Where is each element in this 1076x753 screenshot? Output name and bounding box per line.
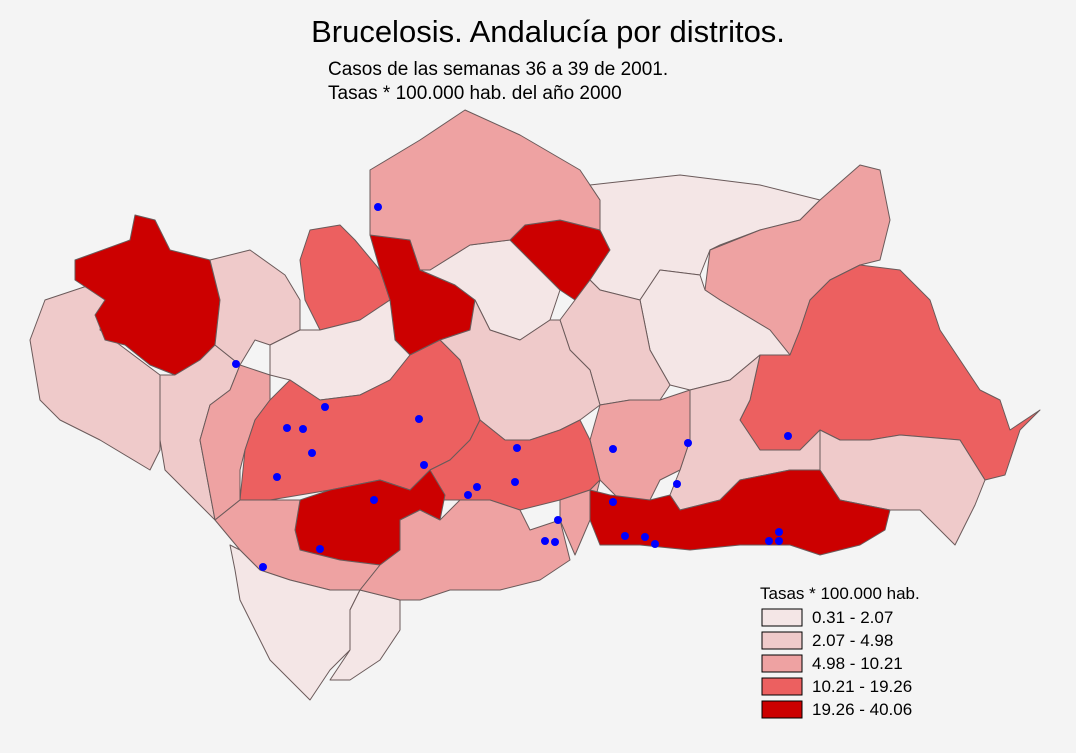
case-dot [308, 449, 316, 457]
legend-swatch [761, 700, 803, 719]
title: Brucelosis. Andalucía por distritos. [311, 14, 785, 49]
case-dot [765, 537, 773, 545]
legend-label: 2.07 - 4.98 [812, 631, 893, 650]
case-dot [784, 432, 792, 440]
case-dot [651, 540, 659, 548]
districts [29, 109, 1041, 701]
legend-label: 10.21 - 19.26 [812, 677, 912, 696]
legend-label: 4.98 - 10.21 [812, 654, 903, 673]
case-dot [299, 425, 307, 433]
subtitle: Tasas * 100.000 hab. del año 2000 [328, 83, 622, 104]
case-dot [511, 478, 519, 486]
case-dot [775, 528, 783, 536]
case-dot [321, 403, 329, 411]
case-dot [473, 483, 481, 491]
case-dot [621, 532, 629, 540]
case-dot [554, 516, 562, 524]
district [359, 499, 571, 601]
case-dot [513, 444, 521, 452]
case-dot [641, 533, 649, 541]
legend-swatch [761, 631, 803, 650]
case-dot [370, 496, 378, 504]
legend-swatch [761, 677, 803, 696]
district [229, 544, 361, 701]
case-dot [316, 545, 324, 553]
case-dot [541, 537, 549, 545]
legend-label: 0.31 - 2.07 [812, 608, 893, 627]
case-dot [609, 498, 617, 506]
district [329, 589, 401, 681]
district [199, 364, 271, 521]
legend: Tasas * 100.000 hab. 0.31 - 2.07 2.07 - 4… [760, 584, 920, 719]
case-dot [415, 415, 423, 423]
case-dot [273, 473, 281, 481]
legend-label: 19.26 - 40.06 [812, 700, 912, 719]
case-dot [684, 439, 692, 447]
cases [232, 203, 792, 571]
case-dot [464, 491, 472, 499]
case-dot [232, 360, 240, 368]
legend-title: Tasas * 100.000 hab. [760, 584, 920, 603]
case-dot [283, 424, 291, 432]
legend-swatch [761, 654, 803, 673]
case-dot [673, 480, 681, 488]
case-dot [551, 538, 559, 546]
case-dot [374, 203, 382, 211]
case-dot [609, 445, 617, 453]
case-dot [775, 537, 783, 545]
case-dot [259, 563, 267, 571]
legend-swatch [761, 608, 803, 627]
case-dot [420, 461, 428, 469]
subtitle: Casos de las semanas 36 a 39 de 2001. [328, 59, 668, 80]
district [369, 109, 601, 271]
